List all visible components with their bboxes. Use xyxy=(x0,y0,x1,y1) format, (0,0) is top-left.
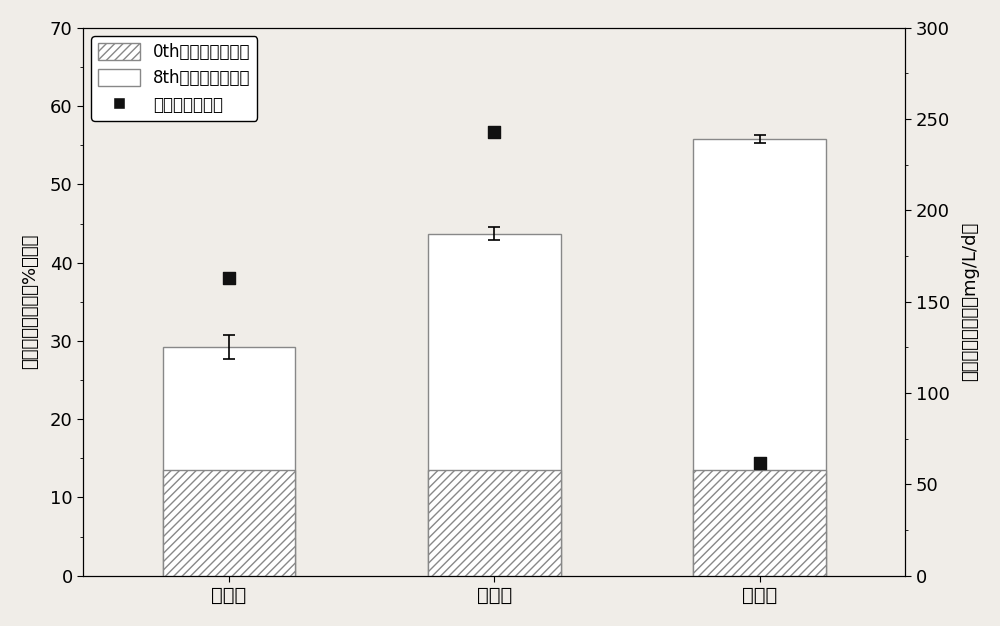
Point xyxy=(752,458,768,468)
Legend: 0th脂肪酸甲酯含量, 8th脂肪酸甲酯含量, 脂肪酸甲酯产率: 0th脂肪酸甲酯含量, 8th脂肪酸甲酯含量, 脂肪酸甲酯产率 xyxy=(91,36,257,121)
Bar xyxy=(693,139,826,576)
Point xyxy=(221,273,237,283)
Bar xyxy=(428,470,561,576)
Y-axis label: 脂肪酸甲酯含量（%干重）: 脂肪酸甲酯含量（%干重） xyxy=(21,234,39,369)
Point xyxy=(486,127,502,137)
Bar xyxy=(428,233,561,576)
Bar xyxy=(163,470,295,576)
Y-axis label: 脂肪酸甲酯产率（mg/L/d）: 脂肪酸甲酯产率（mg/L/d） xyxy=(961,222,979,381)
Bar xyxy=(693,470,826,576)
Bar xyxy=(163,347,295,576)
